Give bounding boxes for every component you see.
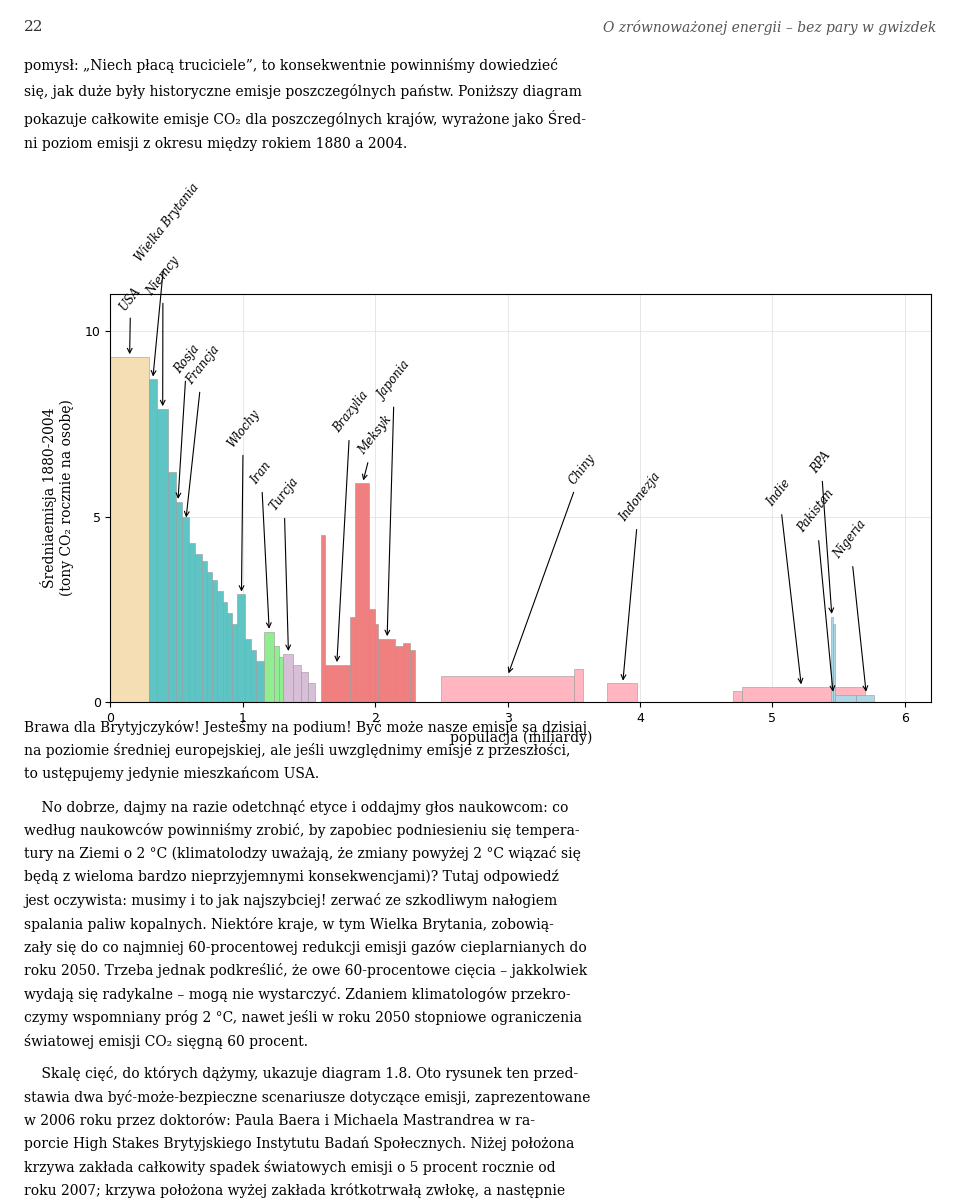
Bar xyxy=(196,553,202,702)
Bar xyxy=(156,409,168,702)
Text: Skalę cięć, do których dążymy, ukazuje diagram 1.8. Oto rysunek ten przed-: Skalę cięć, do których dążymy, ukazuje d… xyxy=(24,1067,578,1081)
Bar xyxy=(245,638,251,702)
Text: Włochy: Włochy xyxy=(225,407,262,590)
Text: czymy wspomniany próg 2 °C, nawet jeśli w roku 2050 stopniowe ograniczenia: czymy wspomniany próg 2 °C, nawet jeśli … xyxy=(24,1010,582,1025)
Text: na poziomie średniej europejskiej, ale jeśli uwzględnimy emisje z przeszłości,: na poziomie średniej europejskiej, ale j… xyxy=(24,743,570,758)
Text: światowej emisji CO₂ sięgną 60 procent.: światowej emisji CO₂ sięgną 60 procent. xyxy=(24,1033,308,1049)
Bar xyxy=(274,647,278,702)
Text: stawia dwa być-może-bezpieczne scenariusze dotyczące emisji, zaprezentowane: stawia dwa być-może-bezpieczne scenarius… xyxy=(24,1090,590,1105)
Text: roku 2007; krzywa położona wyżej zakłada krótkotrwałą zwłokę, a następnie: roku 2007; krzywa położona wyżej zakłada… xyxy=(24,1183,565,1199)
Bar xyxy=(212,580,217,702)
Text: Indonezja: Indonezja xyxy=(616,470,662,679)
Bar xyxy=(442,676,574,702)
Bar xyxy=(189,542,196,702)
Text: według naukowców powinniśmy zrobić, by zapobiec podniesieniu się tempera-: według naukowców powinniśmy zrobić, by z… xyxy=(24,823,580,838)
Text: będą z wieloma bardzo nieprzyjemnymi konsekwencjami)? Tutaj odpowiedź: będą z wieloma bardzo nieprzyjemnymi kon… xyxy=(24,870,559,884)
Bar xyxy=(350,617,355,702)
Text: RPA: RPA xyxy=(808,449,833,613)
Text: Nigeria: Nigeria xyxy=(831,517,869,690)
Bar xyxy=(228,613,231,702)
Text: się, jak duże były historyczne emisje poszczególnych państw. Poniższy diagram: się, jak duże były historyczne emisje po… xyxy=(24,84,582,98)
Text: zały się do co najmniej 60-procentowej redukcji emisji gazów cieplarnianych do: zały się do co najmniej 60-procentowej r… xyxy=(24,940,587,955)
Bar xyxy=(396,647,403,702)
Text: 22: 22 xyxy=(24,20,43,35)
Bar xyxy=(574,668,583,702)
Bar xyxy=(256,661,264,702)
Text: Iran: Iran xyxy=(249,460,274,628)
Text: Brawa dla Brytyjczyków! Jesteśmy na podium! Być może nasze emisje są dzisiaj: Brawa dla Brytyjczyków! Jesteśmy na podi… xyxy=(24,720,587,734)
Text: Japonia: Japonia xyxy=(375,359,414,635)
Bar xyxy=(168,472,176,702)
Bar xyxy=(324,665,350,702)
Bar xyxy=(355,484,370,702)
Text: jest oczywista: musimy i to jak najszybciej! zerwać ze szkodliwym nałogiem: jest oczywista: musimy i to jak najszybc… xyxy=(24,893,557,908)
Text: Brazylia: Brazylia xyxy=(330,389,371,661)
Bar xyxy=(110,358,149,702)
Text: Rosja: Rosja xyxy=(172,342,202,498)
Bar xyxy=(607,684,637,702)
Bar xyxy=(374,624,378,702)
Text: Meksyk: Meksyk xyxy=(355,413,395,479)
Bar xyxy=(308,684,315,702)
Bar xyxy=(176,502,182,702)
Bar xyxy=(830,617,832,702)
Text: O zrównoważonej energii – bez pary w gwizdek: O zrównoważonej energii – bez pary w gwi… xyxy=(603,20,936,35)
Bar xyxy=(293,665,300,702)
Bar xyxy=(410,650,415,702)
Text: tury na Ziemi o 2 °C (klimatolodzy uważają, że zmiany powyżej 2 °C wiązać się: tury na Ziemi o 2 °C (klimatolodzy uważa… xyxy=(24,846,581,862)
Bar xyxy=(251,650,256,702)
Bar xyxy=(832,624,835,702)
Text: Indie: Indie xyxy=(765,478,803,683)
Y-axis label: Średniaemisja 1880-2004
(tony CO₂ rocznie na osobę): Średniaemisja 1880-2004 (tony CO₂ roczni… xyxy=(40,400,74,596)
Text: Wielka Brytania: Wielka Brytania xyxy=(133,181,203,376)
Bar xyxy=(231,624,237,702)
Text: wydają się radykalne – mogą nie wystarczyć. Zdaniem klimatologów przekro-: wydają się radykalne – mogą nie wystarcz… xyxy=(24,986,570,1002)
Bar xyxy=(300,672,308,702)
Text: porcie High Stakes Brytyjskiego Instytutu Badań Społecznych. Niżej położona: porcie High Stakes Brytyjskiego Instytut… xyxy=(24,1136,574,1151)
Bar xyxy=(182,516,189,702)
Text: roku 2050. Trzeba jednak podkreślić, że owe 60-procentowe cięcia – jakkolwiek: roku 2050. Trzeba jednak podkreślić, że … xyxy=(24,964,588,978)
Bar xyxy=(207,572,212,702)
Text: krzywa zakłada całkowity spadek światowych emisji o 5 procent rocznie od: krzywa zakłada całkowity spadek światowy… xyxy=(24,1160,556,1175)
Text: USA: USA xyxy=(117,283,144,353)
Bar xyxy=(223,602,228,702)
Bar xyxy=(742,688,865,702)
Text: Pakistan: Pakistan xyxy=(795,487,836,690)
Bar xyxy=(202,562,207,702)
Bar xyxy=(264,631,274,702)
Bar xyxy=(378,638,396,702)
Text: w 2006 roku przez doktorów: Paula Baera i Michaela Mastrandrea w ra-: w 2006 roku przez doktorów: Paula Baera … xyxy=(24,1114,535,1128)
Text: Turcja: Turcja xyxy=(267,474,300,649)
Bar xyxy=(217,590,223,702)
Bar xyxy=(834,695,855,702)
Bar xyxy=(855,695,875,702)
Text: Francja: Francja xyxy=(183,343,222,516)
Bar xyxy=(321,535,324,702)
Text: pokazuje całkowite emisje CO₂ dla poszczególnych krajów, wyrażone jako Śred-: pokazuje całkowite emisje CO₂ dla poszcz… xyxy=(24,110,586,127)
Bar xyxy=(237,594,245,702)
Bar xyxy=(149,379,156,702)
Text: Niemcy: Niemcy xyxy=(144,254,182,404)
X-axis label: populacja (miliardy): populacja (miliardy) xyxy=(449,731,592,745)
Bar xyxy=(403,643,410,702)
Bar xyxy=(283,654,293,702)
Text: to ustępujemy jedynie mieszkańcom USA.: to ustępujemy jedynie mieszkańcom USA. xyxy=(24,767,319,781)
Text: Chiny: Chiny xyxy=(508,451,598,672)
Text: spalania paliw kopalnych. Niektóre kraje, w tym Wielka Brytania, zobowią-: spalania paliw kopalnych. Niektóre kraje… xyxy=(24,917,554,931)
Text: pomysł: „Niech płacą truciciele”, to konsekwentnie powinniśmy dowiedzieć: pomysł: „Niech płacą truciciele”, to kon… xyxy=(24,58,558,72)
Bar xyxy=(732,691,742,702)
Bar xyxy=(278,658,283,702)
Text: ni poziom emisji z okresu między rokiem 1880 a 2004.: ni poziom emisji z okresu między rokiem … xyxy=(24,137,407,151)
Text: No dobrze, dajmy na razie odetchnąć etyce i oddajmy głos naukowcom: co: No dobrze, dajmy na razie odetchnąć etyc… xyxy=(24,799,568,815)
Bar xyxy=(370,610,374,702)
